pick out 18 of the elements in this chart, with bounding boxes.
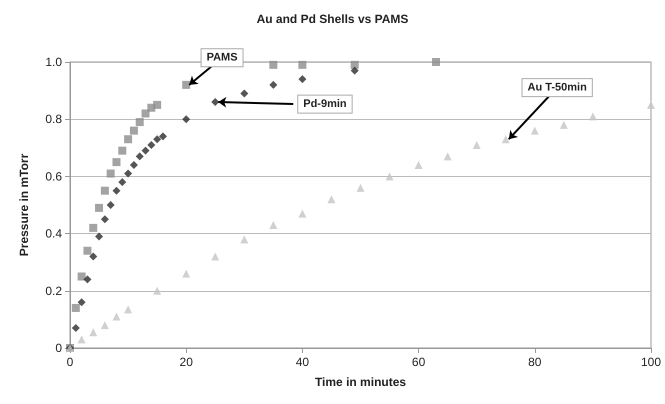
y-tick-label: 0.8 — [45, 112, 62, 126]
annotation: Au T-50min — [528, 82, 588, 94]
x-tick-label: 80 — [528, 355, 542, 369]
y-tick-label: 1.0 — [45, 55, 62, 69]
x-axis-title: Time in minutes — [314, 375, 406, 389]
y-tick-label: 0.6 — [45, 169, 62, 184]
y-tick-label: 0.4 — [45, 226, 62, 241]
x-tick-label: 20 — [180, 355, 194, 369]
x-tick-label: 100 — [640, 355, 662, 369]
x-tick-label: 40 — [296, 355, 310, 369]
y-tick-label: 0.2 — [45, 284, 62, 298]
annotation: PAMS — [206, 52, 238, 64]
x-tick-label: 60 — [412, 355, 426, 369]
y-axis-title: Pressure in mTorr — [17, 153, 31, 256]
chart-title: Au and Pd Shells vs PAMS — [256, 12, 408, 26]
y-tick-label: 0 — [55, 341, 62, 355]
annotation: Pd-9min — [303, 98, 347, 110]
x-tick-label: 0 — [66, 355, 74, 369]
